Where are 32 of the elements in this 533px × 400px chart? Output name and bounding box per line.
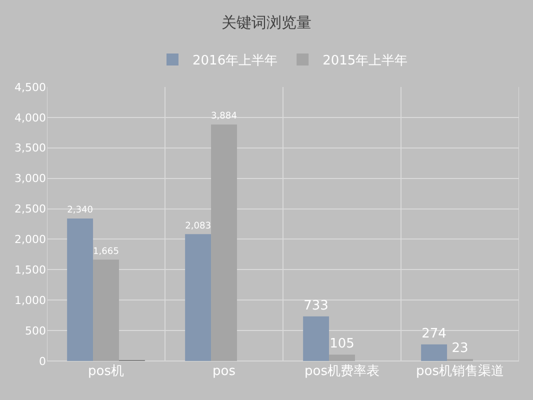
chart-title: 关键词浏览量 xyxy=(222,13,312,32)
data-label: 2,340 xyxy=(67,206,94,216)
legend-label: 2015年上半年 xyxy=(322,54,408,69)
y-tick-label: 500 xyxy=(25,324,46,338)
y-tick-label: 1,500 xyxy=(14,264,46,277)
x-tick-label: pos机 xyxy=(88,364,124,379)
bar xyxy=(211,124,237,361)
y-tick-label: 1,000 xyxy=(14,294,46,307)
bar xyxy=(329,354,355,361)
bar xyxy=(421,344,448,361)
legend-label: 2016年上半年 xyxy=(192,54,278,69)
y-tick-label: 2,000 xyxy=(14,233,46,246)
bar xyxy=(67,218,94,361)
data-label: 105 xyxy=(330,336,354,352)
data-label: 2,083 xyxy=(185,221,212,232)
y-tick-label: 3,500 xyxy=(14,142,46,155)
y-tick-label: 3,000 xyxy=(14,172,46,186)
y-tick-label: 4,500 xyxy=(14,80,46,94)
x-tick-label: pos机销售渠道 xyxy=(416,364,504,379)
bar xyxy=(93,260,119,361)
bar xyxy=(303,316,330,361)
data-label: 733 xyxy=(304,298,328,314)
x-tick-label: pos xyxy=(212,364,236,379)
y-tick-label: 2,500 xyxy=(14,202,46,216)
data-label: 274 xyxy=(422,326,446,342)
y-tick-label: 4,000 xyxy=(14,111,46,124)
data-label: 23 xyxy=(452,341,468,356)
bar xyxy=(185,234,212,361)
data-label: 3,884 xyxy=(211,112,238,122)
data-label: 1,665 xyxy=(93,246,119,257)
y-tick-label: 0 xyxy=(39,354,46,368)
x-tick-label: pos机费率表 xyxy=(304,363,380,379)
